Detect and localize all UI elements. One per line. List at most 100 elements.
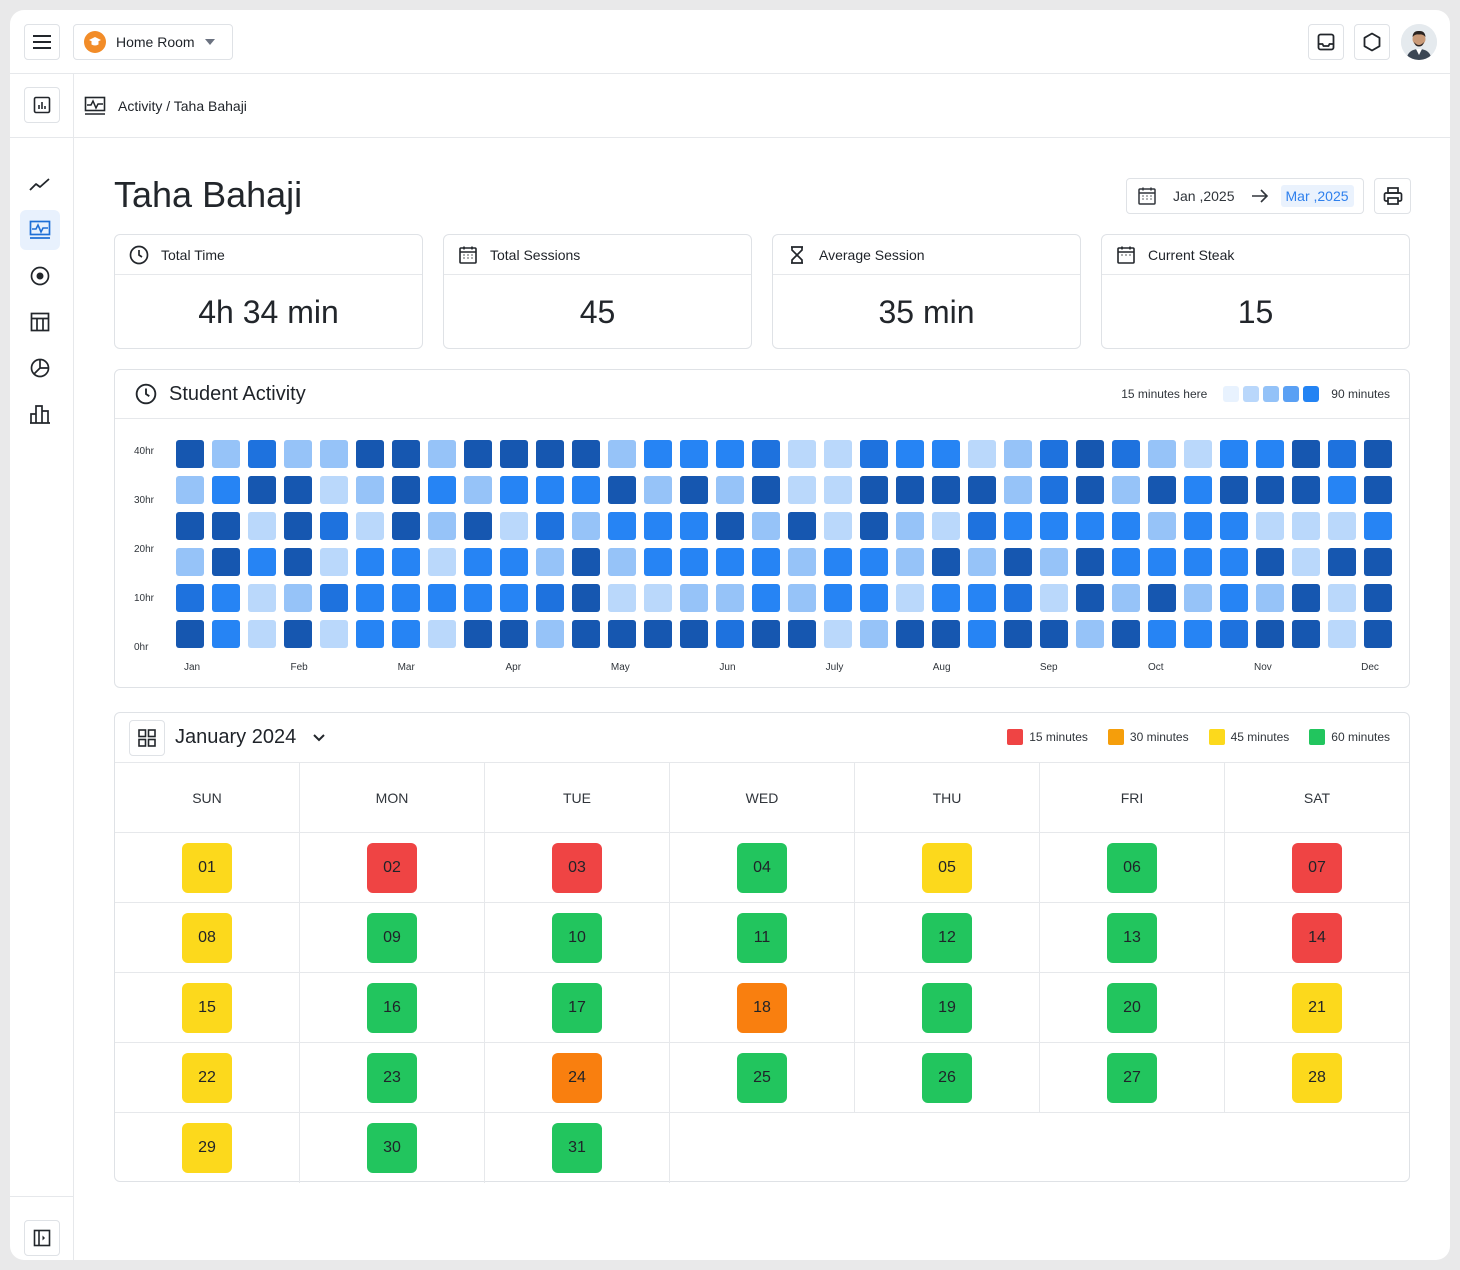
menu-button[interactable]	[24, 24, 60, 60]
day-badge[interactable]: 02	[367, 842, 417, 893]
day-badge[interactable]: 09	[367, 912, 417, 963]
inbox-button[interactable]	[1308, 24, 1344, 60]
day-badge[interactable]: 16	[367, 982, 417, 1033]
day-badge[interactable]: 17	[552, 982, 602, 1033]
day-badge[interactable]: 03	[552, 842, 602, 893]
calendar-title[interactable]: January 2024	[175, 726, 297, 748]
day-badge[interactable]: 13	[1107, 912, 1157, 963]
heatmap-cell	[932, 476, 960, 504]
bar-chart-icon	[30, 405, 50, 424]
day-badge[interactable]: 24	[552, 1052, 602, 1103]
day-badge[interactable]: 01	[182, 842, 232, 893]
heatmap-cell	[320, 440, 348, 468]
day-cell: 09	[300, 903, 485, 973]
breadcrumb: Activity / Taha Bahaji	[74, 74, 1450, 138]
day-badge[interactable]: 28	[1292, 1052, 1342, 1103]
legend-swatch	[1263, 386, 1280, 402]
nav-activity[interactable]	[20, 210, 60, 250]
day-badge[interactable]: 05	[922, 842, 972, 893]
heatmap-cell	[1292, 440, 1320, 468]
date-from[interactable]: Jan ,2025	[1173, 188, 1235, 204]
day-badge[interactable]: 25	[737, 1052, 787, 1103]
nav-pie[interactable]	[20, 348, 60, 388]
heatmap-cell	[608, 548, 636, 576]
day-badge[interactable]: 15	[182, 982, 232, 1033]
heatmap-cell	[1004, 584, 1032, 612]
day-badge[interactable]: 30	[367, 1123, 417, 1173]
heatmap-cell	[608, 512, 636, 540]
heatmap-cell	[212, 440, 240, 468]
day-badge[interactable]: 11	[737, 912, 787, 963]
stat-card-total-sessions: Total Sessions 45	[443, 234, 752, 349]
apps-button[interactable]	[1354, 24, 1390, 60]
day-badge[interactable]: 21	[1292, 982, 1342, 1033]
day-badge[interactable]: 22	[182, 1052, 232, 1103]
heatmap-cell	[1328, 512, 1356, 540]
day-badge[interactable]: 27	[1107, 1052, 1157, 1103]
heatmap-cell	[968, 512, 996, 540]
table-icon	[30, 312, 50, 332]
print-button[interactable]	[1374, 178, 1411, 214]
heatmap-cell	[500, 476, 528, 504]
heatmap-cell	[1004, 548, 1032, 576]
heatmap-cell	[428, 584, 456, 612]
day-badge[interactable]: 14	[1292, 912, 1342, 963]
heatmap-cell	[1220, 476, 1248, 504]
day-badge[interactable]: 20	[1107, 982, 1157, 1033]
heatmap-cell	[932, 584, 960, 612]
heatmap-cell	[716, 440, 744, 468]
breadcrumb-text[interactable]: Activity / Taha Bahaji	[118, 97, 247, 114]
day-badge[interactable]: 23	[367, 1052, 417, 1103]
day-badge[interactable]: 31	[552, 1123, 602, 1173]
day-cell: 22	[115, 1043, 300, 1113]
day-badge[interactable]: 18	[737, 982, 787, 1033]
heatmap-cell	[464, 476, 492, 504]
nav-trends[interactable]	[20, 164, 60, 204]
clock-icon	[129, 245, 149, 264]
chevron-down-icon[interactable]	[312, 733, 326, 743]
heatmap-cell	[1040, 512, 1068, 540]
heatmap-cell	[248, 512, 276, 540]
nav-goals[interactable]	[20, 256, 60, 296]
heatmap-cell	[1076, 440, 1104, 468]
heatmap-cell	[1112, 620, 1140, 648]
heatmap-cell	[968, 584, 996, 612]
day-cell: 27	[1040, 1043, 1225, 1113]
room-selector[interactable]: Home Room	[73, 24, 233, 60]
nav-bar-chart[interactable]	[20, 394, 60, 434]
day-badge[interactable]: 08	[182, 912, 232, 963]
day-badge[interactable]: 04	[737, 842, 787, 893]
grid-view-button[interactable]	[129, 719, 165, 756]
day-badge[interactable]: 29	[182, 1123, 232, 1173]
date-to[interactable]: Mar ,2025	[1280, 185, 1354, 207]
nav-table[interactable]	[20, 302, 60, 342]
date-range-picker[interactable]: Jan ,2025 Mar ,2025	[1126, 178, 1364, 214]
heatmap-cell	[572, 476, 600, 504]
day-badge[interactable]: 26	[922, 1052, 972, 1103]
y-tick-label: 20hr	[134, 544, 155, 555]
heatmap-cell	[752, 548, 780, 576]
collapse-sidebar-button[interactable]	[24, 1220, 60, 1256]
dashboard-button[interactable]	[24, 87, 60, 123]
heatmap-cell	[896, 584, 924, 612]
heatmap-cell	[464, 584, 492, 612]
heatmap-cell	[1184, 620, 1212, 648]
heatmap-cell	[248, 440, 276, 468]
empty-cell	[1225, 1113, 1409, 1183]
day-badge[interactable]: 06	[1107, 842, 1157, 893]
heatmap-cell	[1112, 440, 1140, 468]
heatmap-cell	[824, 512, 852, 540]
heatmap-cell	[1112, 584, 1140, 612]
day-badge[interactable]: 07	[1292, 842, 1342, 893]
heatmap-cell	[860, 548, 888, 576]
day-badge[interactable]: 12	[922, 912, 972, 963]
user-avatar[interactable]	[1401, 24, 1437, 60]
day-badge[interactable]: 10	[552, 912, 602, 963]
empty-cell	[855, 1113, 1040, 1183]
sidebar	[10, 74, 74, 1260]
calendar-card: January 2024 15 minutes 30 minutes 45 minu…	[114, 712, 1410, 1183]
heatmap-cell	[1004, 440, 1032, 468]
weekday-label: SAT	[1225, 763, 1409, 833]
day-badge[interactable]: 19	[922, 982, 972, 1033]
weekday-label: SUN	[115, 763, 300, 833]
